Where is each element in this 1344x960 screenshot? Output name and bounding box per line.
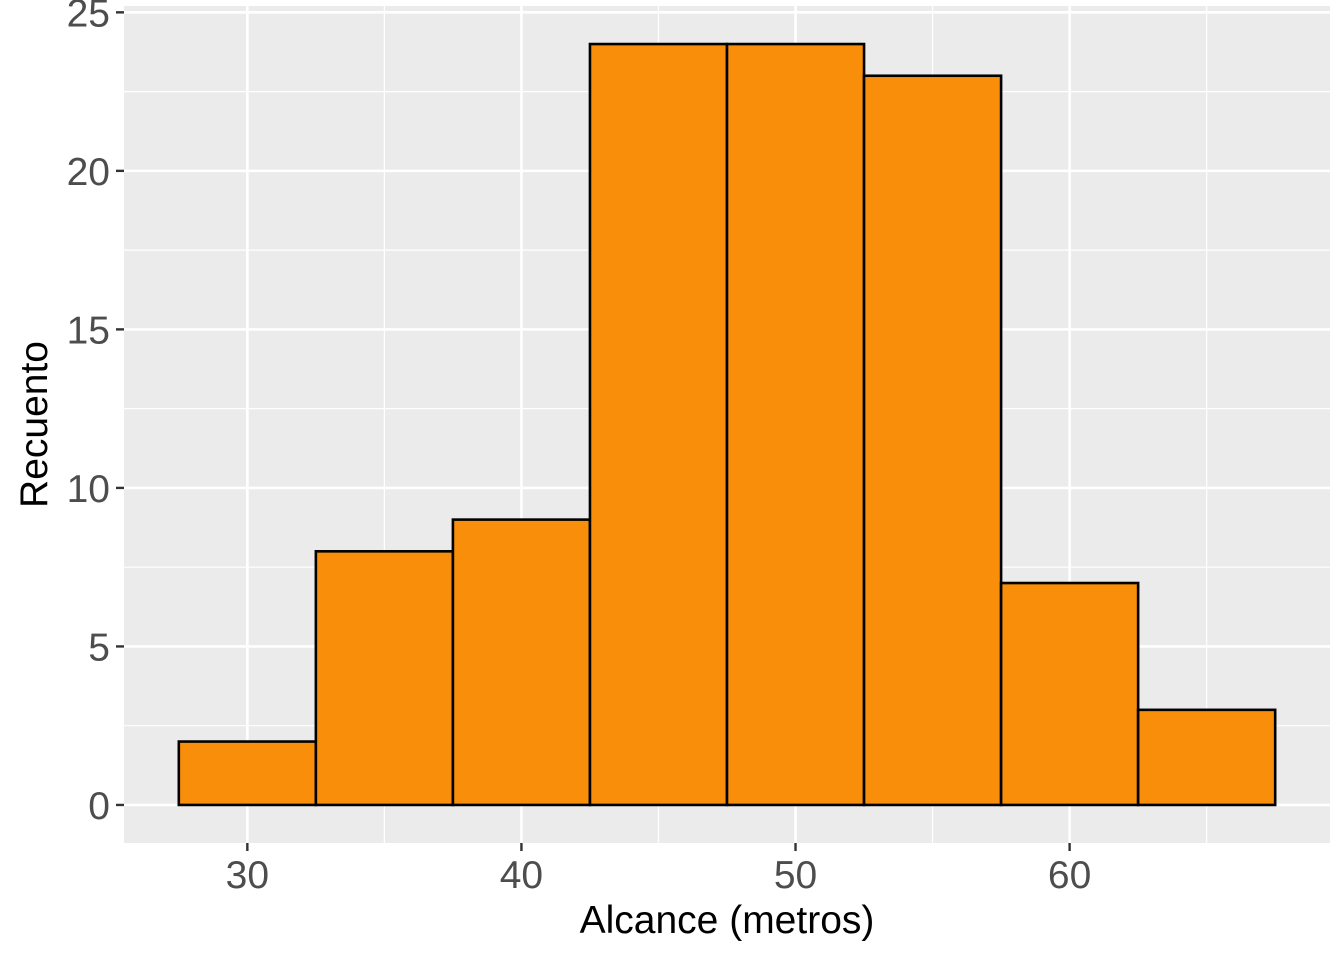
histogram-bar (862, 74, 1003, 807)
histogram-bar (177, 740, 318, 807)
x-axis-title: Alcance (metros) (580, 899, 875, 942)
histogram-bar (1136, 708, 1277, 807)
histogram-bar (588, 42, 729, 807)
histogram-bar (999, 581, 1140, 807)
histogram-bar (314, 550, 455, 807)
y-tick-label: 25 (67, 0, 110, 35)
y-axis-title: Recuento (13, 341, 56, 508)
x-tick-label: 60 (1048, 854, 1091, 897)
y-tick-label: 10 (67, 468, 110, 511)
histogram-bar (451, 518, 592, 807)
x-tick-label: 50 (774, 854, 817, 897)
y-tick-label: 20 (67, 151, 110, 194)
histogram-bar (725, 42, 866, 807)
x-tick-label: 40 (500, 854, 543, 897)
x-tick-label: 30 (226, 854, 269, 897)
y-tick-label: 5 (88, 626, 110, 669)
y-tick-label: 0 (88, 785, 110, 828)
histogram-bars (177, 42, 1277, 807)
y-tick-label: 15 (67, 309, 110, 352)
axes: 0 5 10 15 20 25 30 40 50 60 (67, 0, 1092, 897)
